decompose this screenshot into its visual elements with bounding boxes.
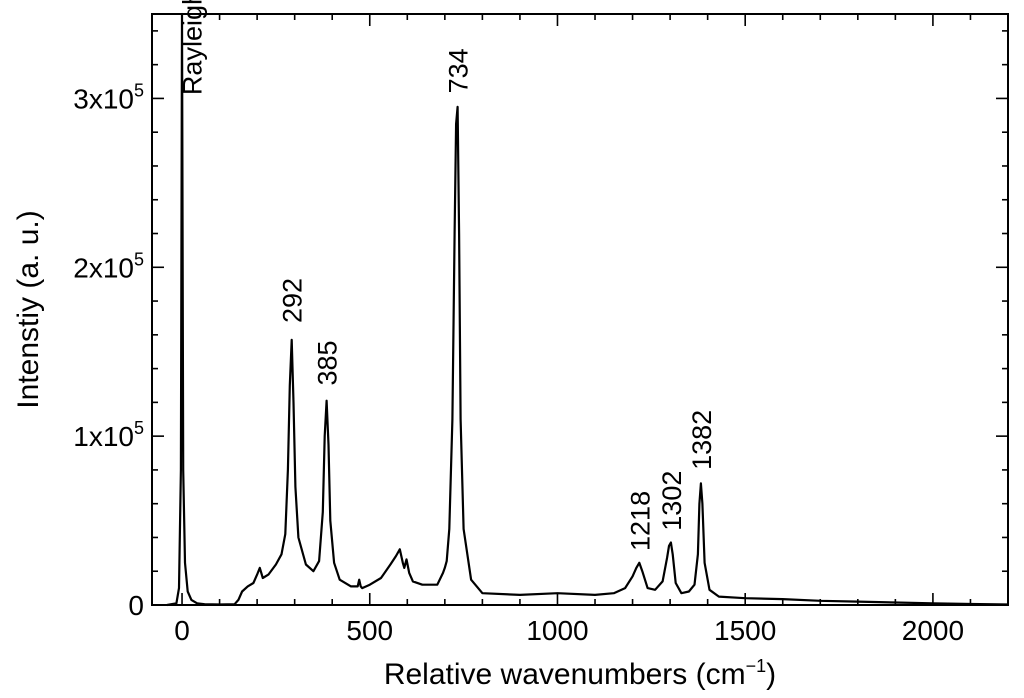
x-tick-labels: 0 500 1000 1500 2000 <box>174 615 964 646</box>
peak-annotation-label: 385 <box>313 340 343 385</box>
x-axis-title-tail: ) <box>766 658 776 691</box>
peak-annotation-label: 1218 <box>625 491 655 551</box>
peak-annotation-label: 292 <box>278 278 308 323</box>
y-tick-label: 3x105 <box>73 80 144 114</box>
plot-frame <box>151 13 1009 606</box>
y-tick-label: 0 <box>128 590 144 621</box>
y-tick-label: 2x105 <box>73 249 144 283</box>
peak-annotation-label: Rayleigh line <box>177 0 207 95</box>
y-tick-labels: 0 1x105 2x105 3x105 <box>73 80 144 621</box>
x-tick-label: 1500 <box>714 615 776 646</box>
spectrum-series-line <box>166 12 1009 607</box>
x-axis-title-main: Relative wavenumbers (cm <box>384 658 746 691</box>
x-tick-label: 2000 <box>902 615 964 646</box>
peak-annotation-label: 1382 <box>687 410 717 470</box>
x-tick-label: 0 <box>174 615 190 646</box>
x-axis-title: Relative wavenumbers (cm−1) <box>384 656 776 691</box>
peak-annotation-label: 1302 <box>657 471 687 531</box>
x-tick-label: 500 <box>346 615 393 646</box>
y-axis-title: Intenstiy (a. u.) <box>12 210 45 408</box>
peak-annotation-label: 734 <box>444 48 474 93</box>
y-tick-label: 1x105 <box>73 418 144 452</box>
x-axis-title-superscript: −1 <box>746 656 767 676</box>
x-tick-label: 1000 <box>526 615 588 646</box>
